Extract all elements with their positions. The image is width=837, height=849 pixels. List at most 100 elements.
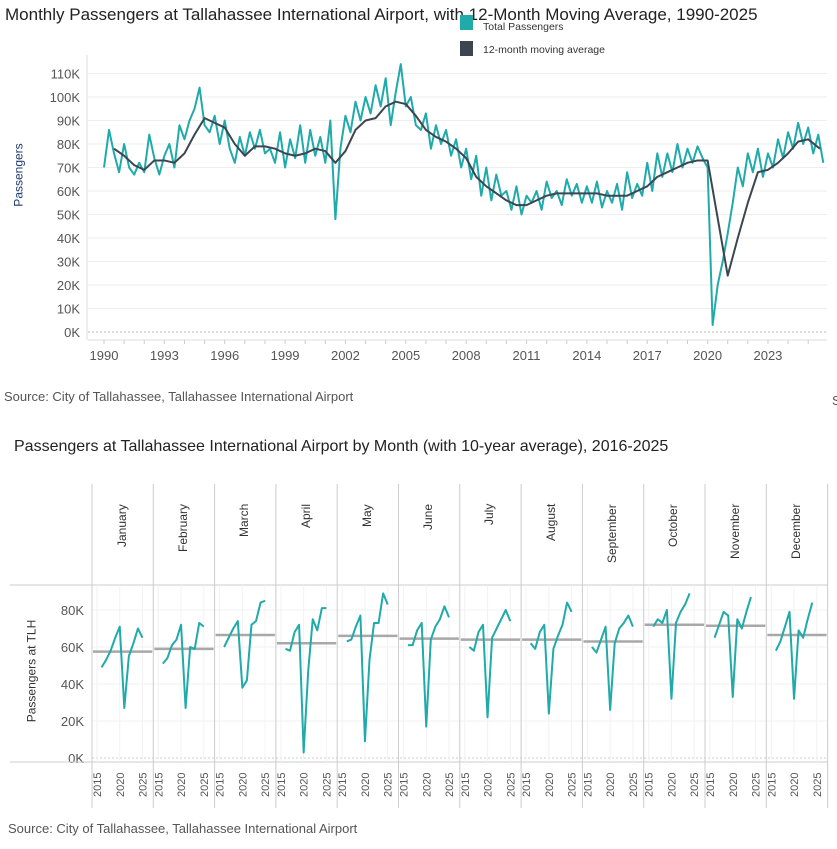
y-tick-label: 30K (57, 255, 80, 270)
month-header-label: October (666, 504, 681, 547)
x-tick-label: 2025 (199, 773, 211, 797)
y-tick-label: 0K (64, 325, 80, 340)
y-tick-label: 40K (61, 677, 84, 692)
x-tick-label: 2020 (360, 773, 372, 797)
x-tick-label: 2020 (115, 773, 127, 797)
month-series-line (468, 609, 512, 719)
month-header-label: August (543, 504, 558, 542)
x-tick-label: 2020 (237, 773, 249, 797)
legend-label-total[interactable]: Total Passengers (483, 21, 564, 33)
month-series-line (529, 601, 573, 715)
x-tick-label: 2015 (705, 773, 717, 797)
x-tick-label: 2020 (605, 773, 617, 797)
x-tick-label: 2025 (628, 773, 640, 797)
legend-label-moving-average[interactable]: 12-month moving average (483, 44, 605, 56)
month-header-label: February (175, 504, 190, 553)
month-series-line (346, 592, 389, 743)
month-header-label: September (605, 504, 620, 563)
y-tick-label: 20K (57, 278, 80, 293)
x-tick-label: 2011 (513, 348, 541, 363)
x-tick-label: 2020 (728, 773, 740, 797)
x-tick-label: 2015 (153, 773, 165, 797)
month-header-label: November (727, 504, 742, 560)
month-header-label: January (114, 504, 129, 547)
x-tick-label: 2025 (321, 773, 333, 797)
x-tick-label: 2015 (337, 773, 349, 797)
x-tick-label: 2020 (693, 348, 722, 363)
x-tick-label: 2015 (460, 773, 472, 797)
y-tick-label: 50K (57, 208, 80, 223)
legend-swatch-total (460, 15, 473, 30)
month-series-line (162, 621, 205, 710)
month-header-label: June (421, 504, 436, 531)
y-tick-label: 80K (61, 603, 84, 618)
legend-swatch-moving-average (460, 41, 473, 56)
bottom-chart-source: Source: City of Tallahassee, Tallahassee… (8, 821, 358, 836)
month-header-label: April (298, 504, 313, 529)
month-header-label: July (482, 504, 497, 526)
top-chart-title: Monthly Passengers at Tallahassee Intern… (5, 5, 758, 24)
y-tick-label: 0K (68, 751, 84, 766)
y-tick-label: 90K (57, 114, 80, 129)
x-tick-label: 2025 (444, 773, 456, 797)
month-series-line (223, 599, 266, 689)
top-chart-source: Source: City of Tallahassee, Tallahassee… (4, 389, 354, 404)
y-tick-label: 80K (57, 137, 80, 152)
y-tick-label: 20K (61, 714, 84, 729)
x-tick-label: 2025 (689, 773, 701, 797)
y-tick-label: 60K (57, 184, 80, 199)
x-tick-label: 2020 (299, 773, 311, 797)
x-tick-label: 2015 (644, 773, 656, 797)
x-tick-label: 2015 (521, 773, 533, 797)
month-header-label: March (237, 504, 252, 538)
x-tick-label: 2015 (582, 773, 594, 797)
x-tick-label: 2015 (276, 773, 288, 797)
x-tick-label: 2025 (383, 773, 395, 797)
clipped-edge-text: S (832, 393, 837, 408)
x-tick-label: 2023 (753, 348, 782, 363)
x-tick-label: 2015 (92, 773, 104, 797)
y-tick-label: 110K (51, 67, 81, 82)
x-tick-label: 2025 (812, 773, 824, 797)
x-tick-label: 2025 (505, 773, 517, 797)
month-series-line (774, 602, 814, 700)
x-tick-label: 1990 (90, 348, 119, 363)
month-header-label: May (359, 504, 374, 527)
y-tick-label: 60K (61, 640, 84, 655)
y-tick-label: 70K (57, 161, 80, 176)
x-tick-label: 2015 (766, 773, 778, 797)
x-tick-label: 2015 (215, 773, 227, 797)
x-tick-label: 2008 (452, 348, 481, 363)
x-tick-label: 2017 (633, 348, 662, 363)
month-series-line (591, 614, 634, 711)
month-series-line (408, 605, 450, 728)
x-tick-label: 1996 (210, 348, 239, 363)
y-tick-label: 10K (57, 302, 80, 317)
x-tick-label: 2005 (391, 348, 420, 363)
x-tick-label: 2025 (567, 773, 579, 797)
x-tick-label: 2020 (483, 773, 495, 797)
bottom-chart-title: Passengers at Tallahassee International … (14, 438, 669, 455)
x-tick-label: 2020 (421, 773, 433, 797)
x-tick-label: 2020 (789, 773, 801, 797)
x-tick-label: 2020 (666, 773, 678, 797)
top-chart-plot: 0K 10K 20K 30K 40K 50K 60K 70K 80K 90K 100K 110K 199… (50, 55, 827, 363)
x-tick-label: 2015 (399, 773, 411, 797)
series-moving-average-line (113, 100, 821, 277)
x-tick-label: 2002 (331, 348, 360, 363)
month-series-line (652, 592, 691, 700)
y-tick-label: 40K (57, 231, 80, 246)
x-tick-label: 2025 (751, 773, 763, 797)
x-tick-label: 1993 (150, 348, 179, 363)
x-tick-label: 2025 (260, 773, 272, 797)
x-tick-label: 2020 (544, 773, 556, 797)
month-series-line (100, 625, 144, 710)
x-tick-label: 1999 (271, 348, 300, 363)
month-header-label: December (788, 504, 803, 560)
month-series-line (713, 596, 752, 698)
x-tick-label: 2025 (138, 773, 150, 797)
month-series-line (285, 607, 327, 754)
y-tick-label: 100K (50, 90, 81, 105)
x-tick-label: 2020 (176, 773, 188, 797)
